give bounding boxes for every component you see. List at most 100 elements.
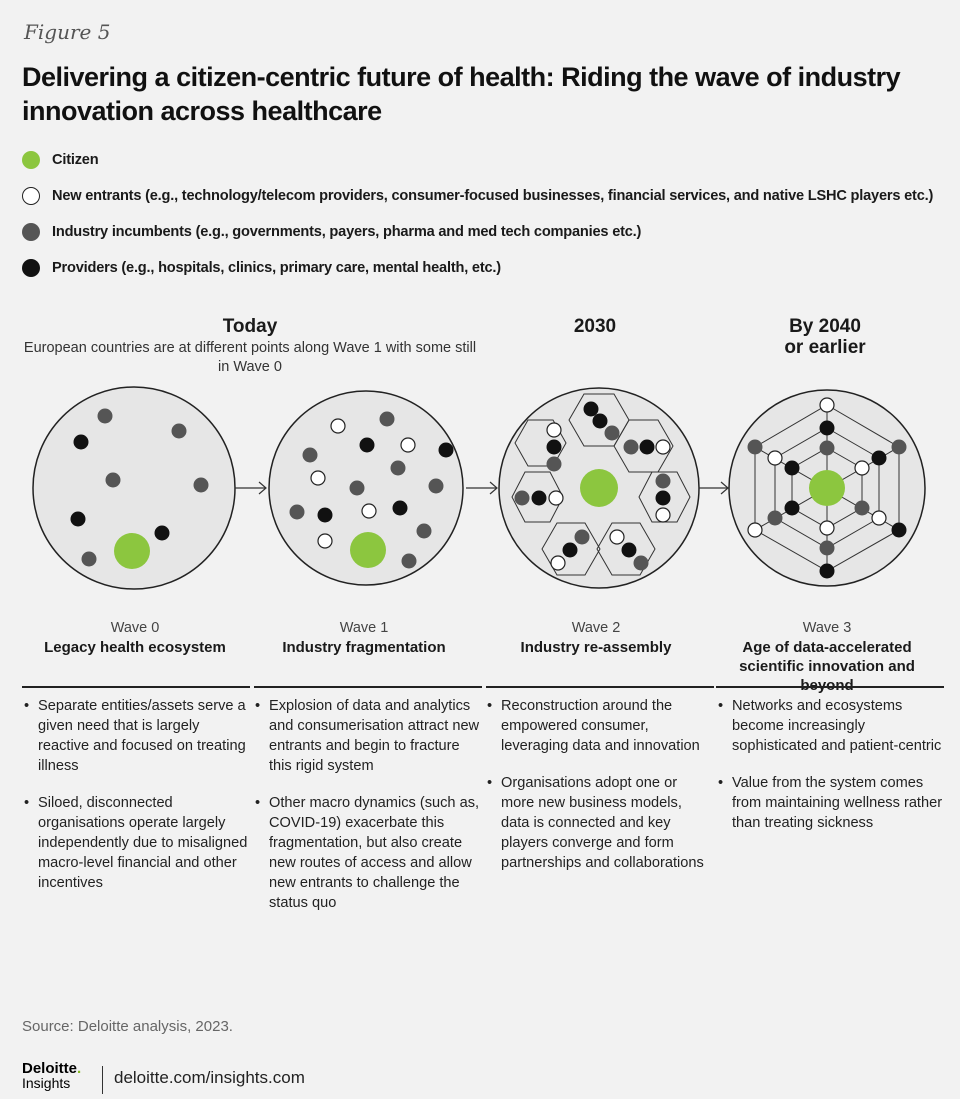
new-entrant-dot [548,490,564,506]
wave2-header: Wave 2 Industry re-assembly [481,619,711,657]
wave3-number: Wave 3 [802,620,852,636]
incumbent-dot [349,480,365,496]
bullet-item: Siloed, disconnected organisations opera… [24,793,250,893]
wave2-bullets: Reconstruction around the empowered cons… [487,696,713,890]
incumbent-dot [819,440,835,456]
era-today: Today [222,316,278,337]
legend: Citizen New entrants (e.g., technology/t… [22,142,933,286]
new-entrant-dot [546,422,562,438]
wave3-bullets: Networks and ecosystems become increasin… [718,696,944,850]
legend-item-citizen: Citizen [22,142,933,178]
provider-dot [562,542,578,558]
bullet-item: Value from the system comes from maintai… [718,773,944,833]
source-note: Source: Deloitte analysis, 2023. [22,1018,233,1035]
legend-label-citizen: Citizen [52,152,99,168]
incumbent-dot [633,555,649,571]
legend-label-new-entrants: New entrants (e.g., technology/telecom p… [52,188,934,204]
bullet-item: Separate entities/assets serve a given n… [24,696,250,776]
era-2040-line1: By 2040 [789,316,861,337]
new-entrant-dot [655,507,671,523]
wave1-circle [268,390,464,586]
wave2-number: Wave 2 [571,620,621,636]
incumbent-dot [747,439,763,455]
brand-dot: . [77,1060,82,1077]
provider-dot [891,522,907,538]
legend-item-incumbents: Industry incumbents (e.g., governments, … [22,214,933,250]
wave1-bullets: Explosion of data and analytics and cons… [255,696,481,930]
new-entrant-dot [767,450,783,466]
provider-dot [583,401,599,417]
incumbent-dot-icon [22,223,40,241]
new-entrant-dot [317,533,333,549]
provider-dot [359,437,375,453]
legend-item-providers: Providers (e.g., hospitals, clinics, pri… [22,250,933,286]
citizen-dot [809,470,845,506]
new-entrant-dot [361,503,377,519]
citizen-dot-icon [22,151,40,169]
incumbent-dot [623,439,639,455]
incumbent-dot [767,510,783,526]
deloitte-logo: Deloitte. Insights [22,1060,82,1090]
new-entrant-dot [400,437,416,453]
incumbent-dot [81,551,97,567]
incumbent-dot [416,523,432,539]
brand-url[interactable]: deloitte.com/insights.com [114,1068,305,1087]
wave0-circle-group [32,386,236,590]
incumbent-dot [604,425,620,441]
incumbent-dot [546,456,562,472]
wave1-header: Wave 1 Industry fragmentation [249,619,479,657]
wave3-divider [716,686,944,688]
incumbent-dot [514,490,530,506]
new-entrant-dot [747,522,763,538]
legend-label-providers: Providers (e.g., hospitals, clinics, pri… [52,260,501,276]
incumbent-dot [171,423,187,439]
incumbent-dot [891,439,907,455]
wave1-name: Industry fragmentation [282,639,446,656]
new-entrant-dot [609,529,625,545]
incumbent-dot [390,460,406,476]
wave2-circle-group [498,387,700,589]
era-today-note: European countries are at different poin… [23,340,477,375]
wave3-name: Age of data-accelerated scientific innov… [739,639,915,694]
wave1-divider [254,686,482,688]
incumbent-dot [819,540,835,556]
provider-dot [639,439,655,455]
figure-title: Delivering a citizen-centric future of h… [22,62,901,126]
provider-dot [73,434,89,450]
legend-label-incumbents: Industry incumbents (e.g., governments, … [52,224,642,240]
brand-name: Deloitte [22,1060,78,1077]
provider-dot [317,507,333,523]
wave2-name: Industry re-assembly [520,639,672,656]
provider-dot [592,413,608,429]
wave0-header: Wave 0 Legacy health ecosystem [20,619,250,657]
hexagon [541,522,601,576]
legend-item-new-entrants: New entrants (e.g., technology/telecom p… [22,178,933,214]
wave0-divider [22,686,250,688]
arrow-1-2 [466,481,498,495]
incumbent-dot [428,478,444,494]
new-entrant-dot [310,470,326,486]
wave3-circle-group [728,389,926,587]
new-entrant-dot [854,460,870,476]
provider-dot [621,542,637,558]
provider-dot [784,460,800,476]
new-entrant-dot [330,418,346,434]
new-entrant-dot-icon [22,187,40,205]
provider-dot [154,525,170,541]
hexagon [596,522,656,576]
arrow-0-1 [235,481,267,495]
era-2040-line2: or earlier [784,337,866,358]
hexagon [511,471,564,523]
citizen-dot [580,469,618,507]
provider-dot [655,490,671,506]
provider-dot [438,442,454,458]
hexagon [638,471,691,523]
new-entrant-dot [550,555,566,571]
provider-dot [546,439,562,455]
brand-separator [102,1066,103,1094]
wave2-divider [486,686,714,688]
wave0-bullets: Separate entities/assets serve a given n… [24,696,250,910]
bullet-item: Reconstruction around the empowered cons… [487,696,713,756]
provider-dot [871,450,887,466]
new-entrant-dot [819,397,835,413]
